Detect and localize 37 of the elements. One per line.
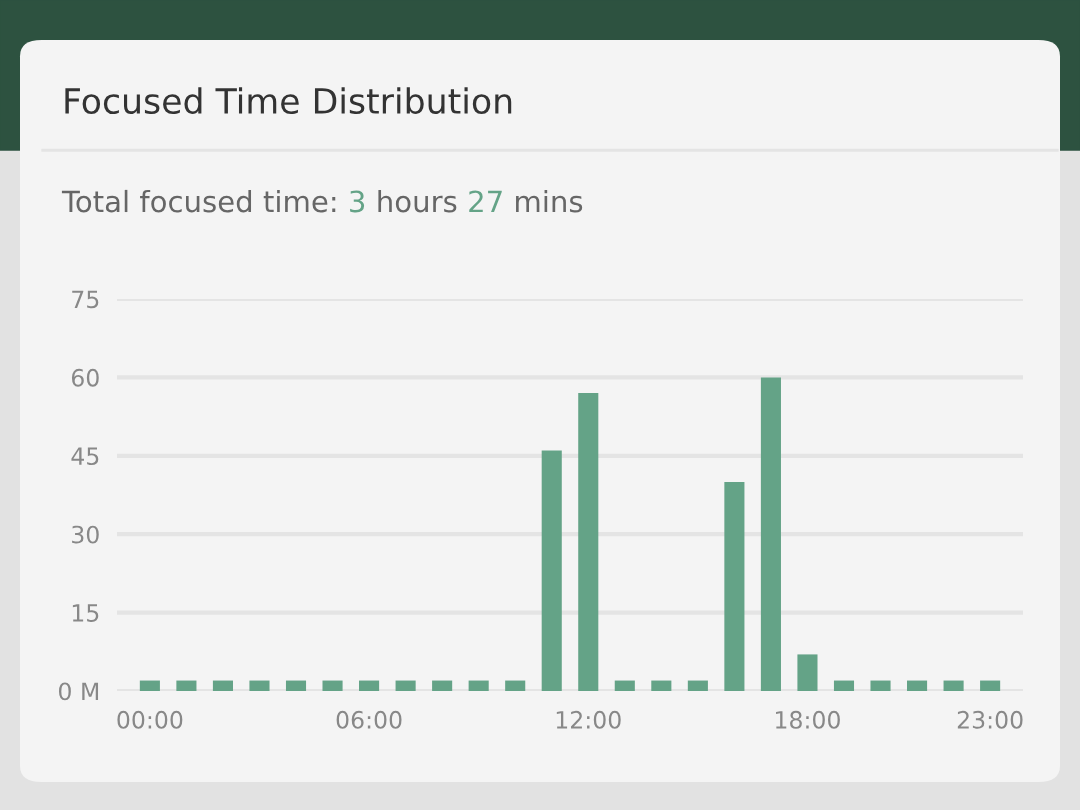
bar [176, 680, 197, 691]
bar [687, 680, 708, 691]
bar [359, 680, 380, 691]
y-tick-label: 15 [72, 604, 99, 622]
x-tick-label: 23:00 [957, 710, 1023, 729]
bar [614, 680, 635, 691]
x-tick-label: 06:00 [336, 710, 402, 729]
bar [870, 680, 891, 691]
y-tick-label: 45 [71, 447, 99, 466]
bar [797, 654, 818, 691]
bar [833, 680, 855, 691]
bar [468, 680, 489, 691]
bar [907, 680, 928, 691]
x-tick-label: 00:00 [117, 710, 183, 729]
y-tick-label: 0 M [58, 682, 99, 701]
bar [724, 481, 745, 691]
bar [541, 450, 562, 691]
bar [285, 680, 307, 691]
bar [395, 680, 416, 691]
y-tick-label: 30 [72, 525, 99, 544]
bar [212, 680, 233, 691]
bar [505, 680, 526, 691]
bar [139, 680, 160, 691]
bar [249, 680, 270, 691]
y-tick-label: 75 [72, 290, 99, 309]
bar [578, 393, 599, 691]
bar [980, 680, 1001, 691]
bar [432, 680, 453, 691]
bar [760, 377, 781, 691]
y-tick-label: 60 [71, 368, 99, 387]
chart-subtitle: Total focused time: 3 hours 27 mins [61, 189, 583, 213]
x-tick-label: 18:00 [776, 710, 840, 729]
x-tick-label: 12:00 [556, 710, 621, 729]
chart-title: Focused Time Distribution [65, 87, 512, 115]
bar [322, 680, 343, 691]
bar [651, 680, 672, 691]
bar [943, 680, 964, 691]
